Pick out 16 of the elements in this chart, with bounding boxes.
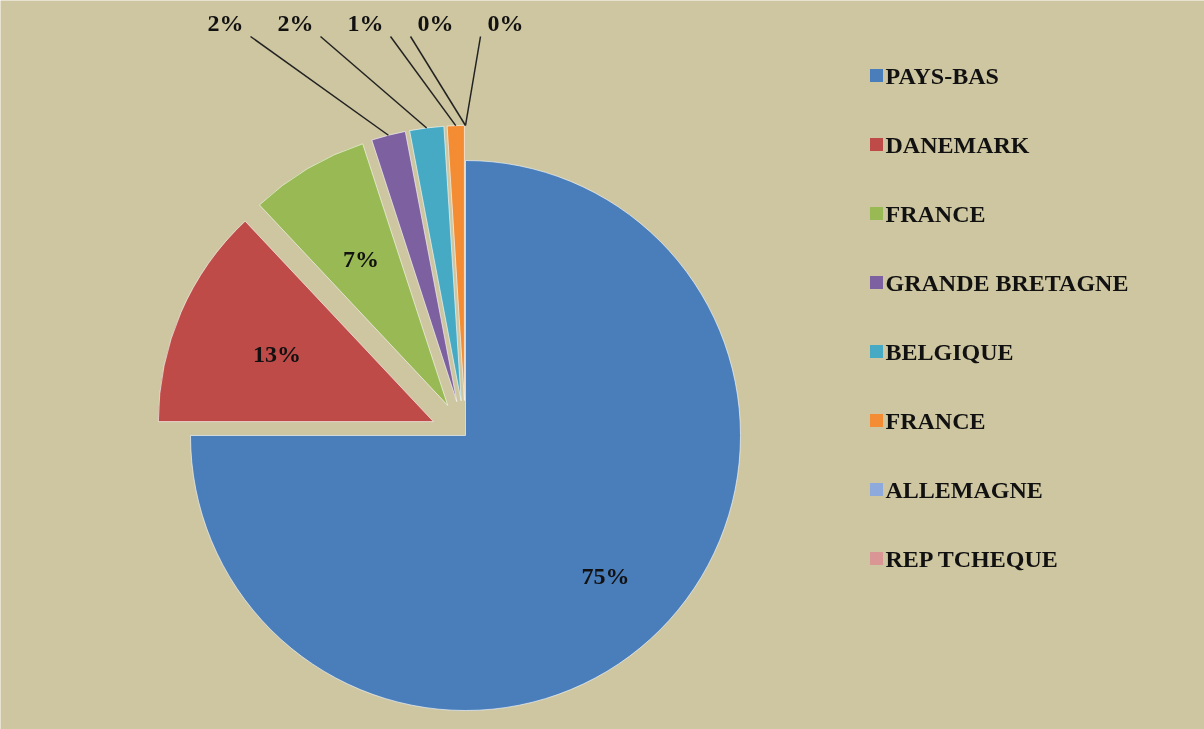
data-label: 2% xyxy=(207,9,244,36)
legend-label: DANEMARK xyxy=(885,131,1030,158)
legend-label: BELGIQUE xyxy=(885,338,1014,365)
legend-label: REP TCHEQUE xyxy=(885,545,1058,572)
legend-label: PAYS-BAS xyxy=(885,62,999,89)
data-label: 75% xyxy=(581,562,630,589)
legend-label: FRANCE xyxy=(885,200,986,227)
legend-label: GRANDE BRETAGNE xyxy=(885,269,1129,296)
legend-label: ALLEMAGNE xyxy=(885,476,1043,503)
data-label: 2% xyxy=(277,9,314,36)
data-label: 1% xyxy=(347,9,384,36)
data-label: 7% xyxy=(342,245,379,272)
legend-label: FRANCE xyxy=(885,407,986,434)
data-label: 13% xyxy=(252,340,301,367)
text: 0% xyxy=(417,9,454,36)
text: 0% xyxy=(487,9,524,36)
